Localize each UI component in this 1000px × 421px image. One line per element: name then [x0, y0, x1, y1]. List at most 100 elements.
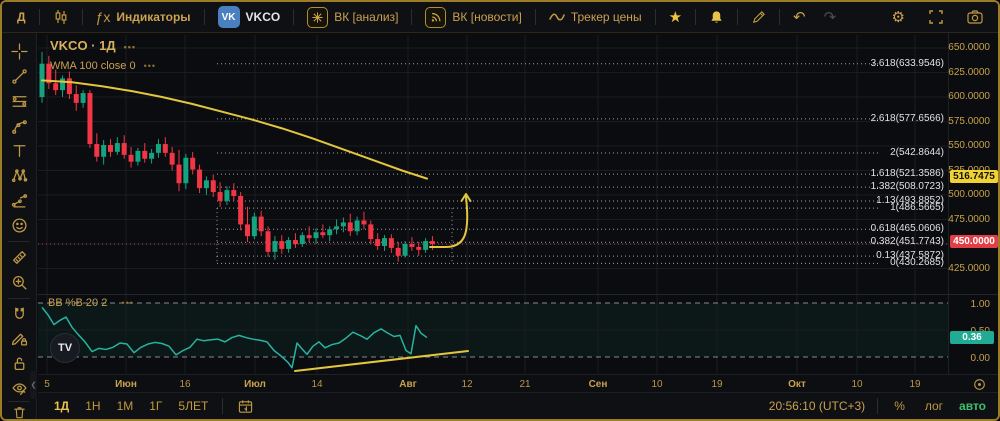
trash-tool[interactable] — [6, 405, 32, 419]
candle-body — [149, 153, 154, 159]
indicators-button[interactable]: ƒx Индикаторы — [91, 7, 196, 27]
fib-level-label: 0.618(465.0606) — [871, 223, 944, 234]
favorites-star-button[interactable]: ★ — [664, 5, 687, 29]
separator — [737, 9, 738, 25]
timeframe-group: 1Д 1Н 1М 1Г 5ЛЕТ — [50, 397, 212, 415]
emoji-tool[interactable] — [6, 213, 32, 238]
symbol-menu-dots[interactable]: ••• — [124, 42, 136, 52]
candle-body — [334, 226, 339, 229]
fib-level-label: 1.382(508.0723) — [871, 181, 944, 192]
candle-body — [170, 153, 175, 165]
candle-body — [355, 220, 360, 231]
candle-body — [416, 247, 421, 250]
xabcd-pattern-tool[interactable] — [6, 163, 32, 188]
symbol-button[interactable]: VK VKCO — [213, 3, 286, 31]
fib-level-label: 0.382(451.7743) — [871, 236, 944, 247]
candle-body — [286, 240, 291, 249]
auto-scale-toggle[interactable]: авто — [959, 399, 986, 413]
fib-level-label: 2.618(577.6566) — [871, 113, 944, 124]
candle-body — [293, 240, 298, 244]
drawn-arrow-annotation[interactable] — [430, 197, 467, 247]
chart-legend: VKCO · 1Д••• WMA 100 close 0••• — [50, 38, 156, 72]
candle-body — [361, 220, 366, 224]
fullscreen-button[interactable] — [924, 7, 948, 27]
sidebar-collapse-handle[interactable]: ❮ — [30, 371, 37, 399]
trend-line-tool[interactable] — [6, 64, 32, 89]
clock[interactable]: 20:56:10 (UTC+3) — [769, 399, 865, 413]
candle-body — [259, 217, 264, 232]
alerts-bell-button[interactable] — [704, 7, 729, 28]
timeframe-button-1Г[interactable]: 1Г — [145, 397, 166, 415]
candle-body — [375, 239, 380, 246]
bb-menu-dots[interactable]: ••• — [121, 298, 133, 308]
menu-button[interactable]: Д — [12, 7, 31, 27]
zoom-in-tool[interactable] — [6, 270, 32, 295]
candle-body — [300, 235, 305, 244]
wma-line[interactable] — [42, 80, 427, 178]
vk-news-button[interactable]: ВК [новости] — [420, 4, 526, 31]
lock-all-tool[interactable] — [6, 351, 32, 376]
candle-body — [122, 143, 127, 155]
bb-indicator-pane[interactable] — [38, 295, 1000, 374]
indicator-legend-bb[interactable]: BB %B 20 2 ••• — [48, 297, 134, 309]
undo-button[interactable]: ↶ — [788, 5, 811, 29]
draw-pencil-lock-tool[interactable] — [6, 326, 32, 351]
candle-body — [190, 158, 195, 170]
fib-retracement-tool[interactable] — [6, 89, 32, 114]
magnet-tool[interactable] — [6, 302, 32, 327]
candle-body — [279, 241, 284, 249]
candle-body — [238, 196, 243, 224]
settings-button[interactable]: ⚙ — [887, 5, 910, 29]
separator — [411, 9, 412, 25]
hide-drawings-tool[interactable] — [6, 376, 32, 401]
redo-button[interactable]: ↷ — [819, 5, 842, 29]
vk-analysis-button[interactable]: ВК [анализ] — [302, 4, 403, 31]
candle-body — [245, 224, 250, 236]
symbol-title[interactable]: VKCO · 1Д••• — [50, 38, 156, 53]
main-price-pane[interactable] — [38, 35, 1000, 294]
candle-body — [403, 244, 408, 256]
ruler-tool[interactable] — [6, 245, 32, 270]
candle-body — [327, 229, 332, 235]
draw-pencil-button[interactable] — [746, 7, 771, 28]
pencil-icon — [751, 10, 766, 25]
candle-body — [314, 232, 319, 238]
tradingview-logo[interactable]: TV — [50, 333, 80, 363]
timeframe-button-1М[interactable]: 1М — [113, 397, 138, 415]
candle-body — [409, 244, 414, 247]
percent-scale-toggle[interactable]: % — [890, 397, 909, 415]
text-tool[interactable] — [6, 138, 32, 163]
timeframe-button-1Н[interactable]: 1Н — [81, 397, 104, 415]
indicator-legend-wma[interactable]: WMA 100 close 0••• — [50, 60, 156, 72]
candle-body — [423, 241, 428, 250]
candle-body — [177, 165, 182, 184]
fib-level-label: 2(542.8644) — [890, 147, 944, 158]
timeframe-button-5ЛЕТ[interactable]: 5ЛЕТ — [174, 397, 212, 415]
log-scale-toggle[interactable]: лог — [921, 397, 947, 415]
time-axis-label: 19 — [909, 379, 920, 390]
candle-body — [94, 144, 99, 157]
divider — [8, 298, 30, 299]
bb-value-badge: 0.36 — [950, 331, 994, 344]
crosshair-tool[interactable] — [6, 39, 32, 64]
candle-body — [183, 158, 188, 183]
time-axis[interactable]: 5Июн16Июл14Авг1221Сен1019Окт1019 — [38, 374, 1000, 394]
candle-body — [53, 83, 58, 90]
go-to-date-button[interactable] — [233, 396, 258, 417]
candle-body — [231, 190, 236, 196]
separator — [39, 9, 40, 25]
candle-body — [252, 217, 257, 237]
indicator-menu-dots[interactable]: ••• — [144, 61, 156, 71]
bell-icon — [709, 10, 724, 25]
candle-style-button[interactable] — [48, 6, 74, 28]
time-axis-month-label: Июн — [115, 379, 137, 390]
candle-body — [368, 224, 373, 239]
price-tracker-button[interactable]: Трекер цены — [544, 7, 647, 27]
forecast-tool[interactable] — [6, 188, 32, 213]
pitchfork-tool[interactable] — [6, 114, 32, 139]
timeframe-button-1Д[interactable]: 1Д — [50, 397, 73, 415]
time-axis-label: 10 — [651, 379, 662, 390]
screenshot-camera-button[interactable] — [962, 7, 988, 27]
time-axis-month-label: Июл — [244, 379, 266, 390]
candle-body — [389, 238, 394, 248]
